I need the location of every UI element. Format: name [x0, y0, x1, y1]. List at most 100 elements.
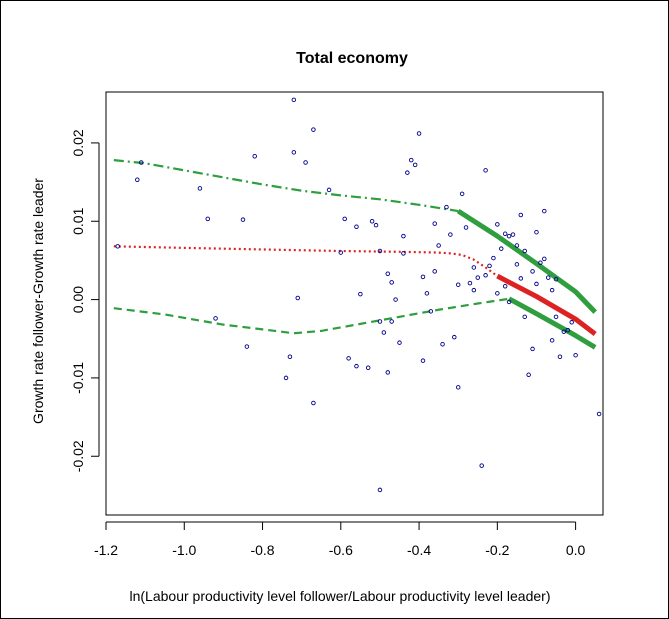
x-tick-label: -1.2 — [94, 542, 118, 558]
scatter-point — [471, 287, 477, 293]
scatter-point — [412, 162, 418, 168]
scatter-point — [115, 244, 120, 249]
scatter-point — [205, 216, 210, 222]
scatter-point — [596, 411, 602, 417]
center-projection — [496, 273, 597, 337]
x-tick-label: -0.6 — [329, 542, 353, 558]
scatter-point — [463, 225, 469, 230]
x-tick-label: -0.4 — [407, 542, 431, 558]
y-tick-label: 0.00 — [70, 286, 86, 313]
scatter-point — [326, 187, 332, 193]
scatter-point — [135, 177, 140, 182]
scatter-point — [448, 232, 453, 237]
scatter-point — [377, 487, 383, 493]
scatter-point — [397, 340, 402, 345]
scatter-point — [244, 344, 250, 349]
scatter-point — [502, 231, 508, 237]
scatter-point — [499, 246, 504, 251]
x-tick-label: 0.0 — [566, 542, 586, 558]
scatter-point — [475, 275, 481, 280]
chart-title: Total economy — [296, 50, 408, 67]
scatter-point — [405, 170, 410, 175]
scatter-point — [342, 216, 347, 222]
scatter-point — [428, 309, 434, 314]
scatter-point — [401, 251, 406, 256]
scatter-point — [545, 275, 551, 280]
upper-band-fitted — [113, 159, 459, 213]
y-axis-label: Growth rate follower-Growth rate leader — [30, 178, 46, 424]
scatter-point — [526, 372, 531, 378]
y-tick-label: -0.01 — [70, 362, 86, 394]
y-tick-label: 0.02 — [70, 129, 86, 156]
scatter-point — [303, 160, 308, 165]
scatter-point — [401, 233, 406, 239]
scatter-point — [311, 127, 316, 132]
scatter-point — [455, 385, 461, 390]
scatter-point — [534, 281, 539, 287]
scatter-point — [510, 232, 516, 237]
scatter-point — [393, 297, 398, 302]
scatter-point — [467, 280, 473, 286]
scatter-point — [549, 338, 555, 343]
scatter-point — [452, 334, 457, 340]
scatter-point — [495, 291, 500, 296]
scatter-point — [385, 370, 391, 375]
plot-box — [105, 91, 604, 516]
lower-band-fitted — [113, 297, 510, 335]
y-tick-label: -0.02 — [70, 440, 86, 472]
scatter-point — [530, 269, 535, 274]
lower-band-projection — [507, 296, 597, 350]
scatter-point — [491, 255, 496, 261]
x-tick-label: -1.0 — [172, 542, 196, 558]
fit-lines — [113, 159, 597, 350]
scatter-point — [542, 256, 547, 262]
scatter-point — [514, 262, 520, 267]
scatter-points — [115, 97, 602, 493]
scatter-point — [495, 222, 500, 227]
scatter-point — [549, 287, 555, 293]
scatter-point — [240, 217, 246, 222]
scatter-point — [377, 319, 383, 324]
x-axis-label: ln(Labour productivity level follower/La… — [130, 588, 551, 604]
scatter-point — [287, 354, 293, 360]
scatter-point — [553, 314, 559, 320]
scatter-point — [311, 400, 316, 406]
scatter-point — [573, 352, 578, 358]
scatter-point — [420, 358, 426, 363]
scatter-point — [455, 282, 461, 287]
scatter-point — [338, 250, 344, 255]
scatter-point — [557, 354, 563, 360]
scatter-point — [432, 221, 437, 226]
upper-band-projection — [456, 208, 597, 314]
scatter-point — [542, 208, 547, 214]
scatter-point — [377, 248, 383, 254]
scatter-point — [424, 291, 430, 296]
scatter-point — [291, 97, 297, 103]
scatter-point — [522, 314, 527, 320]
scatter-point — [459, 191, 465, 197]
center-fitted — [113, 245, 498, 277]
scatter-point — [440, 341, 445, 347]
scatter-point — [354, 224, 359, 229]
scatter-point — [479, 463, 484, 468]
scatter-point — [436, 243, 441, 248]
scatter-point — [381, 330, 387, 335]
scatter-point — [432, 269, 437, 274]
scatter-point — [213, 316, 218, 321]
scatter-point — [358, 291, 363, 297]
scatter-point — [389, 319, 394, 324]
scatter-point — [471, 265, 477, 270]
y-tick-label: 0.01 — [70, 207, 86, 234]
scatter-point — [561, 329, 567, 334]
scatter-point — [389, 280, 394, 285]
scatter-point — [138, 160, 144, 165]
x-axis: -1.2 -1.0 -0.8 -0.6 -0.4 -0.2 0.0 — [94, 521, 586, 558]
scatter-point — [518, 212, 524, 218]
x-tick-label: -0.2 — [485, 542, 509, 558]
scatter-point — [569, 320, 574, 325]
scatter-point — [514, 243, 520, 248]
scatter-point — [565, 327, 571, 333]
x-tick-label: -0.8 — [250, 542, 274, 558]
scatter-point — [197, 186, 203, 191]
